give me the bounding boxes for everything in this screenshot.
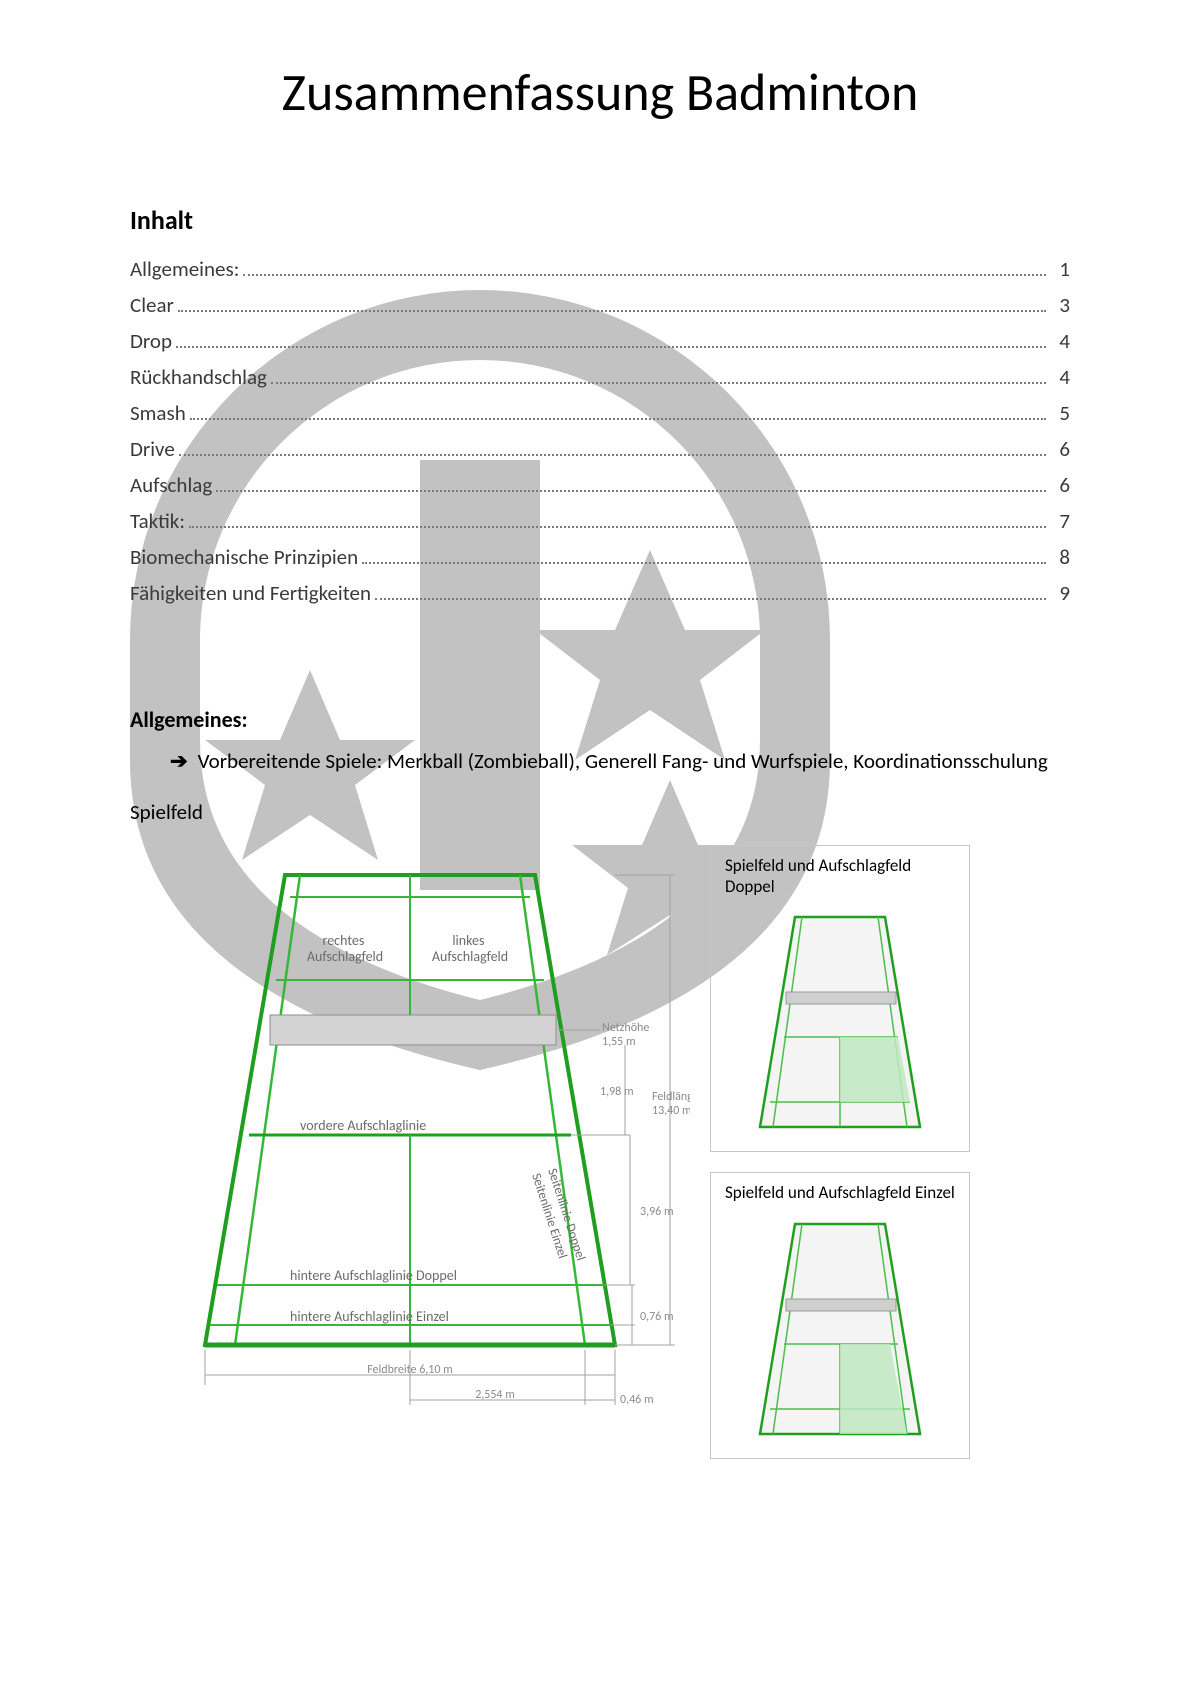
toc-item[interactable]: Drive6	[130, 436, 1070, 462]
arrow-icon: ➔	[170, 747, 188, 775]
toc-item[interactable]: Allgemeines:1	[130, 256, 1070, 282]
svg-text:linkes Aufschlagfe: linkes Aufschlagfeld	[432, 932, 508, 965]
bullet-item: ➔ Vorbereitende Spiele: Merkball (Zombie…	[170, 747, 1070, 775]
svg-text:0,76 m: 0,76 m	[640, 1310, 674, 1324]
svg-text:vordere Aufschlaglinie: vordere Aufschlaglinie	[300, 1117, 426, 1134]
toc-item[interactable]: Taktik:7	[130, 508, 1070, 534]
toc-item[interactable]: Biomechanische Prinzipien8	[130, 544, 1070, 570]
spielfeld-label: Spielfeld	[130, 799, 1070, 825]
section-heading: Allgemeines:	[130, 706, 1070, 733]
side-box-doppel: Spielfeld und Aufschlagfeld Doppel	[710, 845, 970, 1152]
svg-text:Feldlänge 13,40 m: Feldlänge 13,40 m	[652, 1090, 690, 1118]
svg-text:Netzhöhe 1,55 m: Netzhöhe 1,55 m	[602, 1021, 652, 1049]
svg-text:rechtes Aufschlagf: rechtes Aufschlagfeld	[307, 932, 383, 965]
svg-text:hintere Aufschlaglinie Doppel: hintere Aufschlaglinie Doppel	[290, 1267, 457, 1284]
side-caption: Spielfeld und Aufschlagfeld Einzel	[725, 1183, 955, 1203]
mini-court-einzel	[740, 1214, 940, 1444]
svg-text:hintere Aufschlaglinie Einzel: hintere Aufschlaglinie Einzel	[290, 1308, 449, 1325]
court-main-diagram: rechtes Aufschlagfeld linkes Aufschlagfe…	[170, 845, 690, 1458]
toc-item[interactable]: Smash5	[130, 400, 1070, 426]
toc-item[interactable]: Drop4	[130, 328, 1070, 354]
side-box-einzel: Spielfeld und Aufschlagfeld Einzel	[710, 1172, 970, 1458]
svg-text:0,46 m: 0,46 m	[620, 1393, 654, 1407]
svg-text:2,554 m: 2,554 m	[475, 1388, 515, 1402]
svg-text:3,96 m: 3,96 m	[640, 1205, 674, 1219]
toc-list: Allgemeines:1 Clear3 Drop4 Rückhandschla…	[130, 256, 1070, 606]
side-caption: Spielfeld und Aufschlagfeld Doppel	[725, 856, 955, 897]
toc-item[interactable]: Rückhandschlag4	[130, 364, 1070, 390]
page-title: Zusammenfassung Badminton	[130, 60, 1070, 124]
toc-heading: Inhalt	[130, 204, 1070, 236]
svg-text:Feldbreite 6,10 m: Feldbreite 6,10 m	[367, 1363, 453, 1377]
toc-item[interactable]: Clear3	[130, 292, 1070, 318]
court-diagrams: rechtes Aufschlagfeld linkes Aufschlagfe…	[170, 845, 1070, 1458]
svg-text:1,98 m: 1,98 m	[600, 1085, 634, 1099]
mini-court-doppel	[740, 907, 940, 1137]
toc-item[interactable]: Fähigkeiten und Fertigkeiten9	[130, 580, 1070, 606]
bullet-text: Vorbereitende Spiele: Merkball (Zombieba…	[198, 747, 1048, 775]
toc-item[interactable]: Aufschlag6	[130, 472, 1070, 498]
